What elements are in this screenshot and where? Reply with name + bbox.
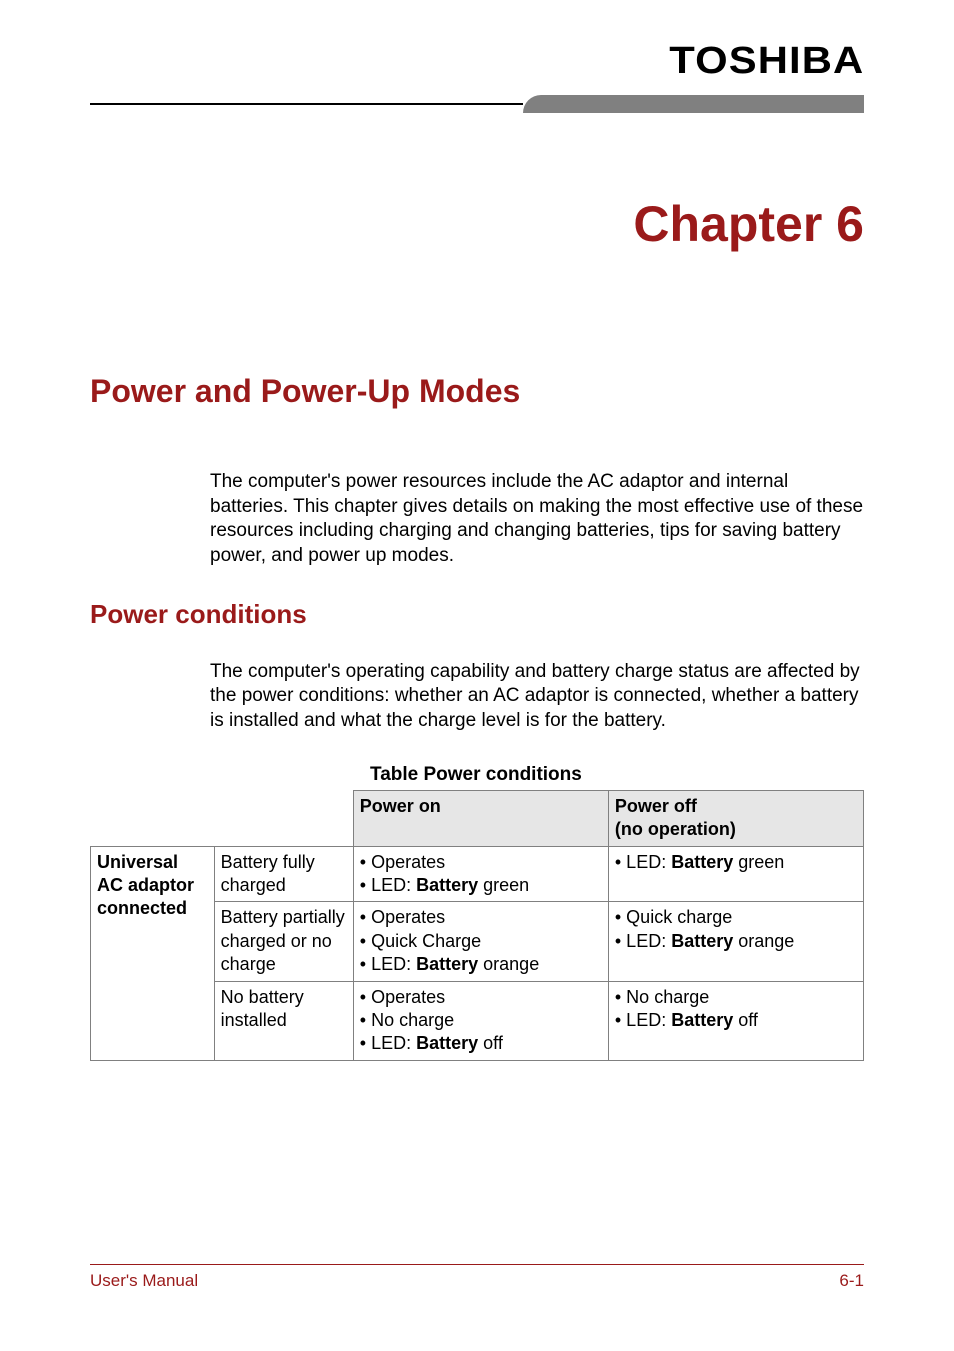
- subsection-paragraph: The computer's operating capability and …: [210, 660, 864, 734]
- table-header-power-off: Power off (no operation): [608, 790, 863, 846]
- table-state-cell: Battery fully charged: [214, 846, 353, 902]
- table-state-cell: No battery installed: [214, 981, 353, 1060]
- brand-text: TOSHIBA: [669, 40, 864, 83]
- brand-logo: TOSHIBA: [90, 40, 864, 83]
- table-caption: Table Power conditions: [370, 764, 864, 786]
- table-power-off-cell: • Quick charge• LED: Battery orange: [608, 902, 863, 981]
- footer-left: User's Manual: [90, 1271, 198, 1291]
- table-header-power-off-line2: (no operation): [615, 819, 736, 839]
- intro-paragraph: The computer's power resources include t…: [210, 470, 864, 569]
- rule-thick: [523, 95, 864, 113]
- page-footer: User's Manual 6-1: [90, 1264, 864, 1291]
- table-group-label: UniversalAC adaptorconnected: [91, 846, 215, 1060]
- table-power-off-cell: • LED: Battery green: [608, 846, 863, 902]
- table-header-power-off-line1: Power off: [615, 796, 697, 816]
- table-power-on-cell: • Operates• No charge• LED: Battery off: [353, 981, 608, 1060]
- table-row: UniversalAC adaptorconnectedBattery full…: [91, 846, 864, 902]
- chapter-title: Chapter 6: [90, 195, 864, 253]
- rule-thin: [90, 103, 523, 105]
- table-power-on-cell: • Operates• Quick Charge• LED: Battery o…: [353, 902, 608, 981]
- section-title: Power and Power-Up Modes: [90, 373, 864, 410]
- footer-right: 6-1: [839, 1271, 864, 1291]
- table-power-on-cell: • Operates• LED: Battery green: [353, 846, 608, 902]
- table-header-empty: [91, 790, 354, 846]
- power-conditions-table: Power on Power off (no operation) Univer…: [90, 790, 864, 1061]
- subsection-title: Power conditions: [90, 599, 864, 630]
- table-state-cell: Battery partially charged or no charge: [214, 902, 353, 981]
- table-header-row: Power on Power off (no operation): [91, 790, 864, 846]
- table-power-off-cell: • No charge• LED: Battery off: [608, 981, 863, 1060]
- table-header-power-on: Power on: [353, 790, 608, 846]
- header-rule: [90, 95, 864, 115]
